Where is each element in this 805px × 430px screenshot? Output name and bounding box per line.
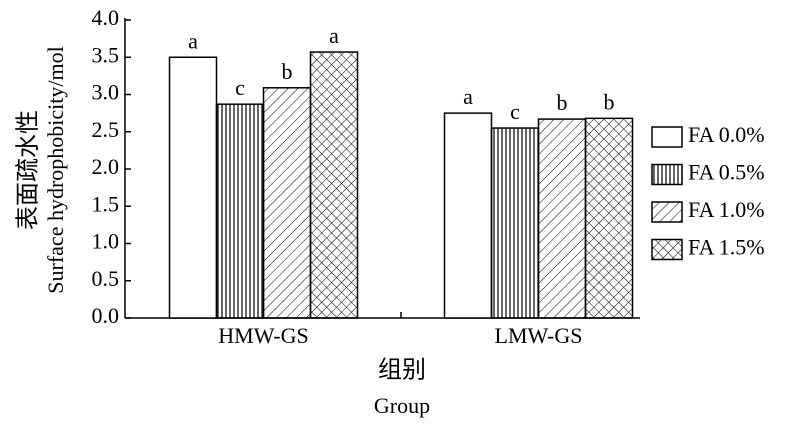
y-tick-label: 0.5	[92, 266, 120, 291]
bar	[168, 56, 218, 319]
x-axis-label-en: Group	[374, 393, 430, 418]
y-tick-label: 1.0	[92, 229, 120, 254]
significance-label: b	[604, 89, 615, 114]
bar	[490, 127, 540, 319]
y-tick-label: 3.5	[92, 42, 120, 67]
bar	[443, 112, 493, 319]
legend-label: FA 1.0%	[688, 197, 765, 222]
significance-label: b	[557, 90, 568, 115]
significance-label: b	[282, 59, 293, 84]
y-axis-label-cn: 表面疏水性	[15, 110, 42, 230]
legend-swatch	[651, 201, 683, 223]
significance-label: a	[463, 84, 473, 109]
bar	[215, 103, 265, 319]
significance-label: c	[510, 99, 520, 124]
y-axis-label-en: Surface hydrophobicity/mol	[43, 46, 68, 293]
significance-label: a	[188, 28, 198, 53]
significance-label: c	[235, 75, 245, 100]
legend-swatch	[651, 163, 683, 186]
bar	[584, 117, 634, 319]
legend-label: FA 1.5%	[688, 235, 765, 260]
legend-swatch	[651, 126, 683, 148]
significance-label: a	[329, 23, 339, 48]
y-tick-label: 2.5	[92, 117, 120, 142]
bar	[537, 118, 587, 319]
y-tick-label: 3.0	[92, 80, 120, 105]
x-tick-label: LMW-GS	[495, 323, 583, 348]
y-tick-label: 4.0	[92, 5, 120, 30]
legend-label: FA 0.0%	[688, 122, 765, 147]
x-axis-label-cn: 组别	[378, 357, 426, 384]
y-tick-label: 2.0	[92, 154, 120, 179]
legend-swatch	[651, 238, 683, 261]
legend-label: FA 0.5%	[688, 160, 765, 185]
bar	[262, 87, 312, 319]
bar	[309, 51, 359, 319]
y-tick-label: 0.0	[92, 303, 120, 328]
y-tick-label: 1.5	[92, 191, 120, 216]
x-tick-label: HMW-GS	[218, 323, 308, 348]
